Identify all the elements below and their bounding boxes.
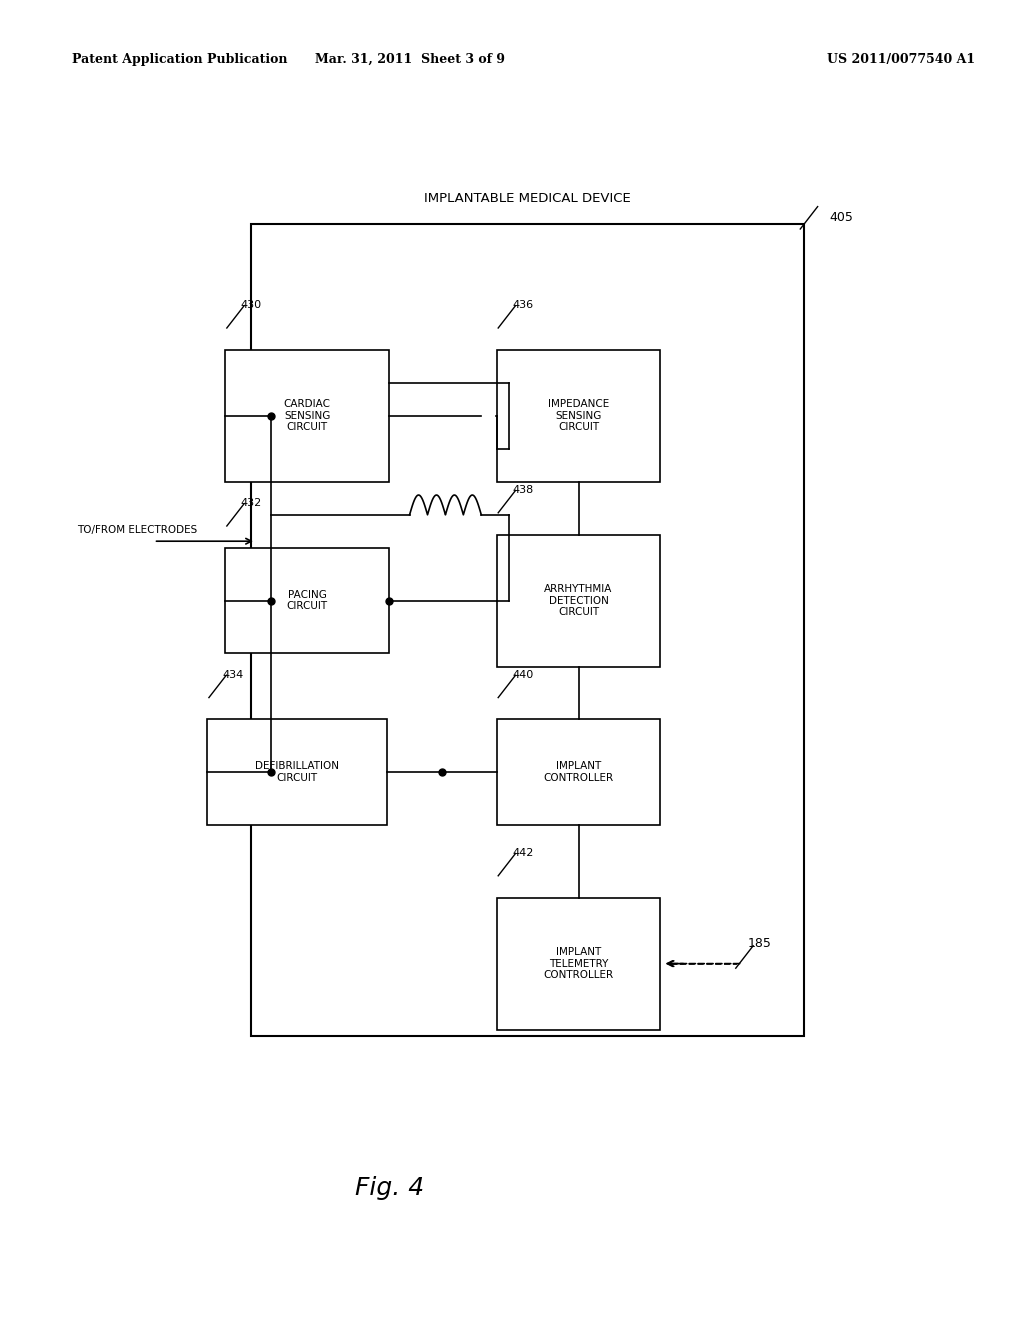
Text: Mar. 31, 2011  Sheet 3 of 9: Mar. 31, 2011 Sheet 3 of 9 bbox=[314, 53, 505, 66]
Text: 440: 440 bbox=[512, 669, 534, 680]
Text: IMPEDANCE
SENSING
CIRCUIT: IMPEDANCE SENSING CIRCUIT bbox=[548, 399, 609, 433]
Text: TO/FROM ELECTRODES: TO/FROM ELECTRODES bbox=[77, 524, 197, 535]
Text: IMPLANT
TELEMETRY
CONTROLLER: IMPLANT TELEMETRY CONTROLLER bbox=[544, 946, 613, 981]
Text: ARRHYTHMIA
DETECTION
CIRCUIT: ARRHYTHMIA DETECTION CIRCUIT bbox=[545, 583, 612, 618]
Text: IMPLANTABLE MEDICAL DEVICE: IMPLANTABLE MEDICAL DEVICE bbox=[424, 191, 631, 205]
Text: 405: 405 bbox=[829, 211, 853, 224]
FancyBboxPatch shape bbox=[497, 350, 660, 482]
Text: 185: 185 bbox=[748, 937, 771, 950]
Text: Patent Application Publication: Patent Application Publication bbox=[72, 53, 287, 66]
Text: CARDIAC
SENSING
CIRCUIT: CARDIAC SENSING CIRCUIT bbox=[284, 399, 331, 433]
Text: DEFIBRILLATION
CIRCUIT: DEFIBRILLATION CIRCUIT bbox=[255, 762, 339, 783]
Text: Fig. 4: Fig. 4 bbox=[354, 1176, 424, 1200]
Text: 434: 434 bbox=[223, 669, 244, 680]
FancyBboxPatch shape bbox=[225, 548, 389, 653]
FancyBboxPatch shape bbox=[497, 898, 660, 1030]
Text: IMPLANT
CONTROLLER: IMPLANT CONTROLLER bbox=[544, 762, 613, 783]
Text: 432: 432 bbox=[241, 498, 262, 508]
FancyBboxPatch shape bbox=[207, 719, 386, 825]
Text: 436: 436 bbox=[512, 300, 534, 310]
FancyBboxPatch shape bbox=[497, 535, 660, 667]
FancyBboxPatch shape bbox=[251, 224, 804, 1036]
FancyBboxPatch shape bbox=[497, 719, 660, 825]
Text: US 2011/0077540 A1: US 2011/0077540 A1 bbox=[827, 53, 975, 66]
Text: PACING
CIRCUIT: PACING CIRCUIT bbox=[287, 590, 328, 611]
Text: 442: 442 bbox=[512, 847, 534, 858]
Text: 438: 438 bbox=[512, 484, 534, 495]
FancyBboxPatch shape bbox=[225, 350, 389, 482]
Text: 430: 430 bbox=[241, 300, 262, 310]
